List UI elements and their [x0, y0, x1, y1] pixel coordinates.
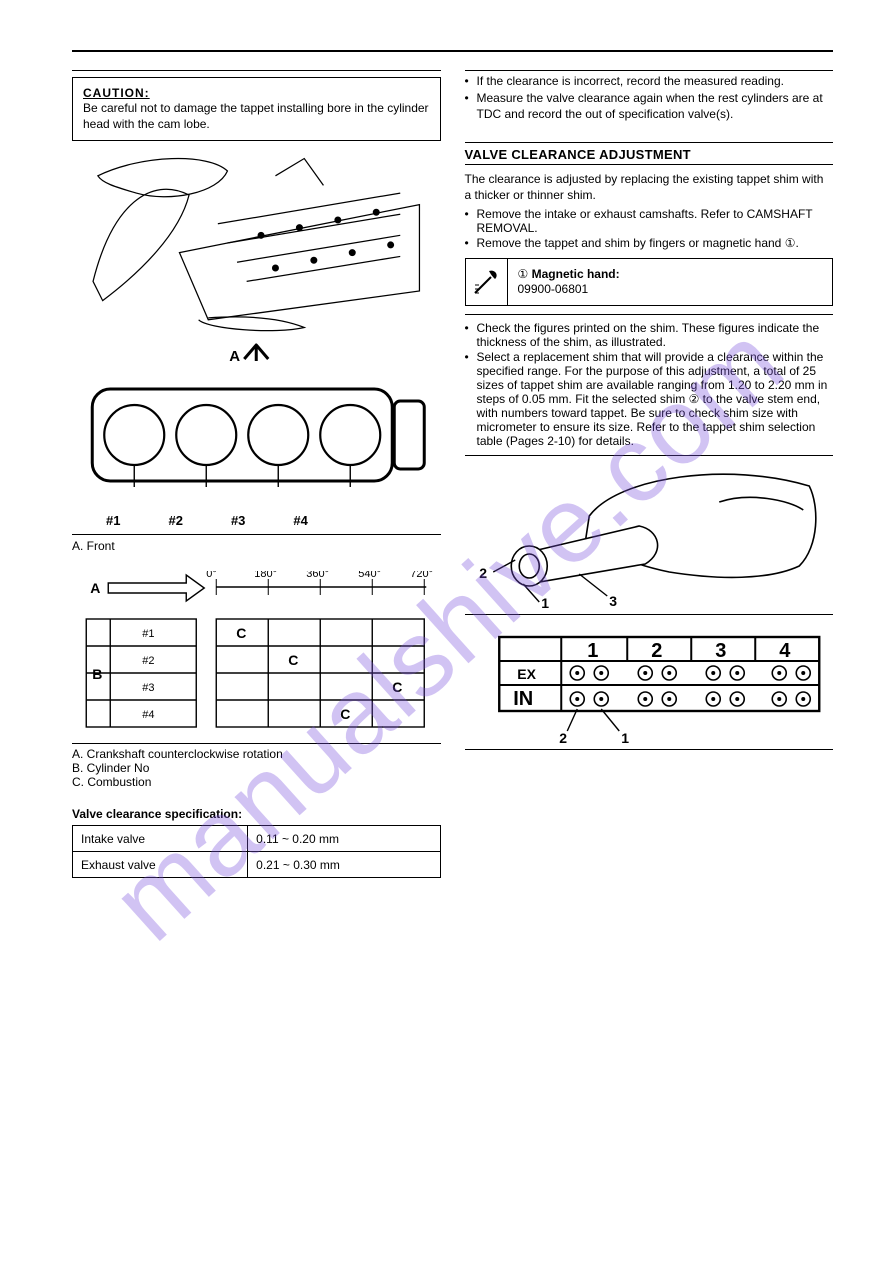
bullet: •Select a replacement shim that will pro…	[465, 350, 834, 448]
tool-icon	[466, 259, 508, 305]
rule	[465, 70, 834, 71]
svg-text:EX: EX	[517, 666, 536, 682]
cyl-4: #4	[293, 513, 307, 528]
top-rule	[72, 50, 833, 52]
svg-text:C: C	[340, 706, 350, 722]
shim-illustration: 1 2 3	[465, 456, 834, 614]
svg-text:3: 3	[715, 640, 726, 662]
tool-callout-box: ① Magnetic hand: 09900-06801	[465, 258, 834, 306]
svg-text:1: 1	[541, 595, 549, 611]
cyl-3: #3	[231, 513, 245, 528]
bullet: •Measure the valve clearance again when …	[465, 90, 834, 122]
legend-front: A. Front	[72, 539, 441, 553]
rule	[465, 614, 834, 615]
rule	[465, 749, 834, 750]
svg-text:0°: 0°	[206, 571, 217, 580]
svg-text:C: C	[392, 679, 402, 695]
bullet: •If the clearance is incorrect, record t…	[465, 73, 834, 89]
left-column: CAUTION: Be careful not to damage the ta…	[72, 70, 441, 878]
svg-text:1: 1	[621, 730, 629, 746]
bullet: •Remove the tappet and shim by fingers o…	[465, 236, 834, 250]
svg-text:C: C	[236, 625, 246, 641]
spec-heading: Valve clearance specification:	[72, 807, 441, 821]
page: CAUTION: Be careful not to damage the ta…	[0, 0, 893, 918]
svg-text:2: 2	[479, 565, 487, 581]
svg-text:2: 2	[559, 730, 567, 746]
caution-box: CAUTION: Be careful not to damage the ta…	[72, 77, 441, 141]
svg-text:#3: #3	[142, 682, 154, 694]
section-title: VALVE CLEARANCE ADJUSTMENT	[465, 147, 834, 162]
svg-text:540°: 540°	[358, 571, 381, 580]
arrow-a-label: A	[229, 348, 240, 365]
svg-text:#4: #4	[142, 709, 154, 721]
rule	[465, 164, 834, 165]
svg-text:720°: 720°	[410, 571, 433, 580]
caution-title: CAUTION:	[83, 86, 430, 101]
svg-text:4: 4	[779, 640, 791, 662]
engine-illustration	[72, 147, 441, 339]
adj-intro: The clearance is adjusted by replacing t…	[465, 171, 834, 203]
legend-b: B. Cylinder No	[72, 761, 441, 775]
table-row: Intake valve0.11 ~ 0.20 mm	[73, 826, 441, 852]
spec-table: Intake valve0.11 ~ 0.20 mm Exhaust valve…	[72, 825, 441, 878]
tool-pn: 09900-06801	[518, 282, 589, 296]
rule	[72, 743, 441, 744]
svg-text:C: C	[288, 652, 298, 668]
svg-text:3: 3	[609, 593, 617, 609]
section-rule	[465, 142, 834, 143]
caution-body: Be careful not to damage the tappet inst…	[83, 101, 430, 132]
cylinder-head-diagram: 1 2 3 4 EX IN	[465, 631, 834, 747]
tool-callout-num: ①	[518, 267, 529, 281]
spec-name: Intake valve	[73, 826, 248, 852]
rule	[465, 314, 834, 315]
legend-c: C. Combustion	[72, 775, 441, 789]
svg-text:#1: #1	[142, 628, 154, 640]
spec-name: Exhaust valve	[73, 852, 248, 878]
svg-text:1: 1	[587, 640, 598, 662]
table-row: Exhaust valve0.21 ~ 0.30 mm	[73, 852, 441, 878]
svg-text:B: B	[92, 666, 102, 682]
spec-value: 0.21 ~ 0.30 mm	[248, 852, 440, 878]
bullet: •Remove the intake or exhaust camshafts.…	[465, 207, 834, 235]
cylinder-layout: A	[72, 343, 441, 513]
legend-a: A. Crankshaft counterclockwise rotation	[72, 747, 441, 761]
svg-text:IN: IN	[513, 688, 533, 710]
svg-text:180°: 180°	[254, 571, 277, 580]
cyl-2: #2	[168, 513, 182, 528]
rule	[72, 534, 441, 535]
svg-text:360°: 360°	[306, 571, 329, 580]
cylinder-labels: #1 #2 #3 #4	[72, 513, 441, 528]
svg-text:A: A	[90, 580, 100, 596]
bullet: •Check the figures printed on the shim. …	[465, 321, 834, 349]
svg-text:2: 2	[651, 640, 662, 662]
right-column: •If the clearance is incorrect, record t…	[465, 70, 834, 878]
tool-name: Magnetic hand:	[532, 267, 620, 281]
cyl-1: #1	[106, 513, 120, 528]
svg-text:#2: #2	[142, 655, 154, 667]
spec-value: 0.11 ~ 0.20 mm	[248, 826, 440, 852]
firing-sequence-chart: 0° 180° 360° 540° 720° A B #1	[72, 571, 441, 739]
